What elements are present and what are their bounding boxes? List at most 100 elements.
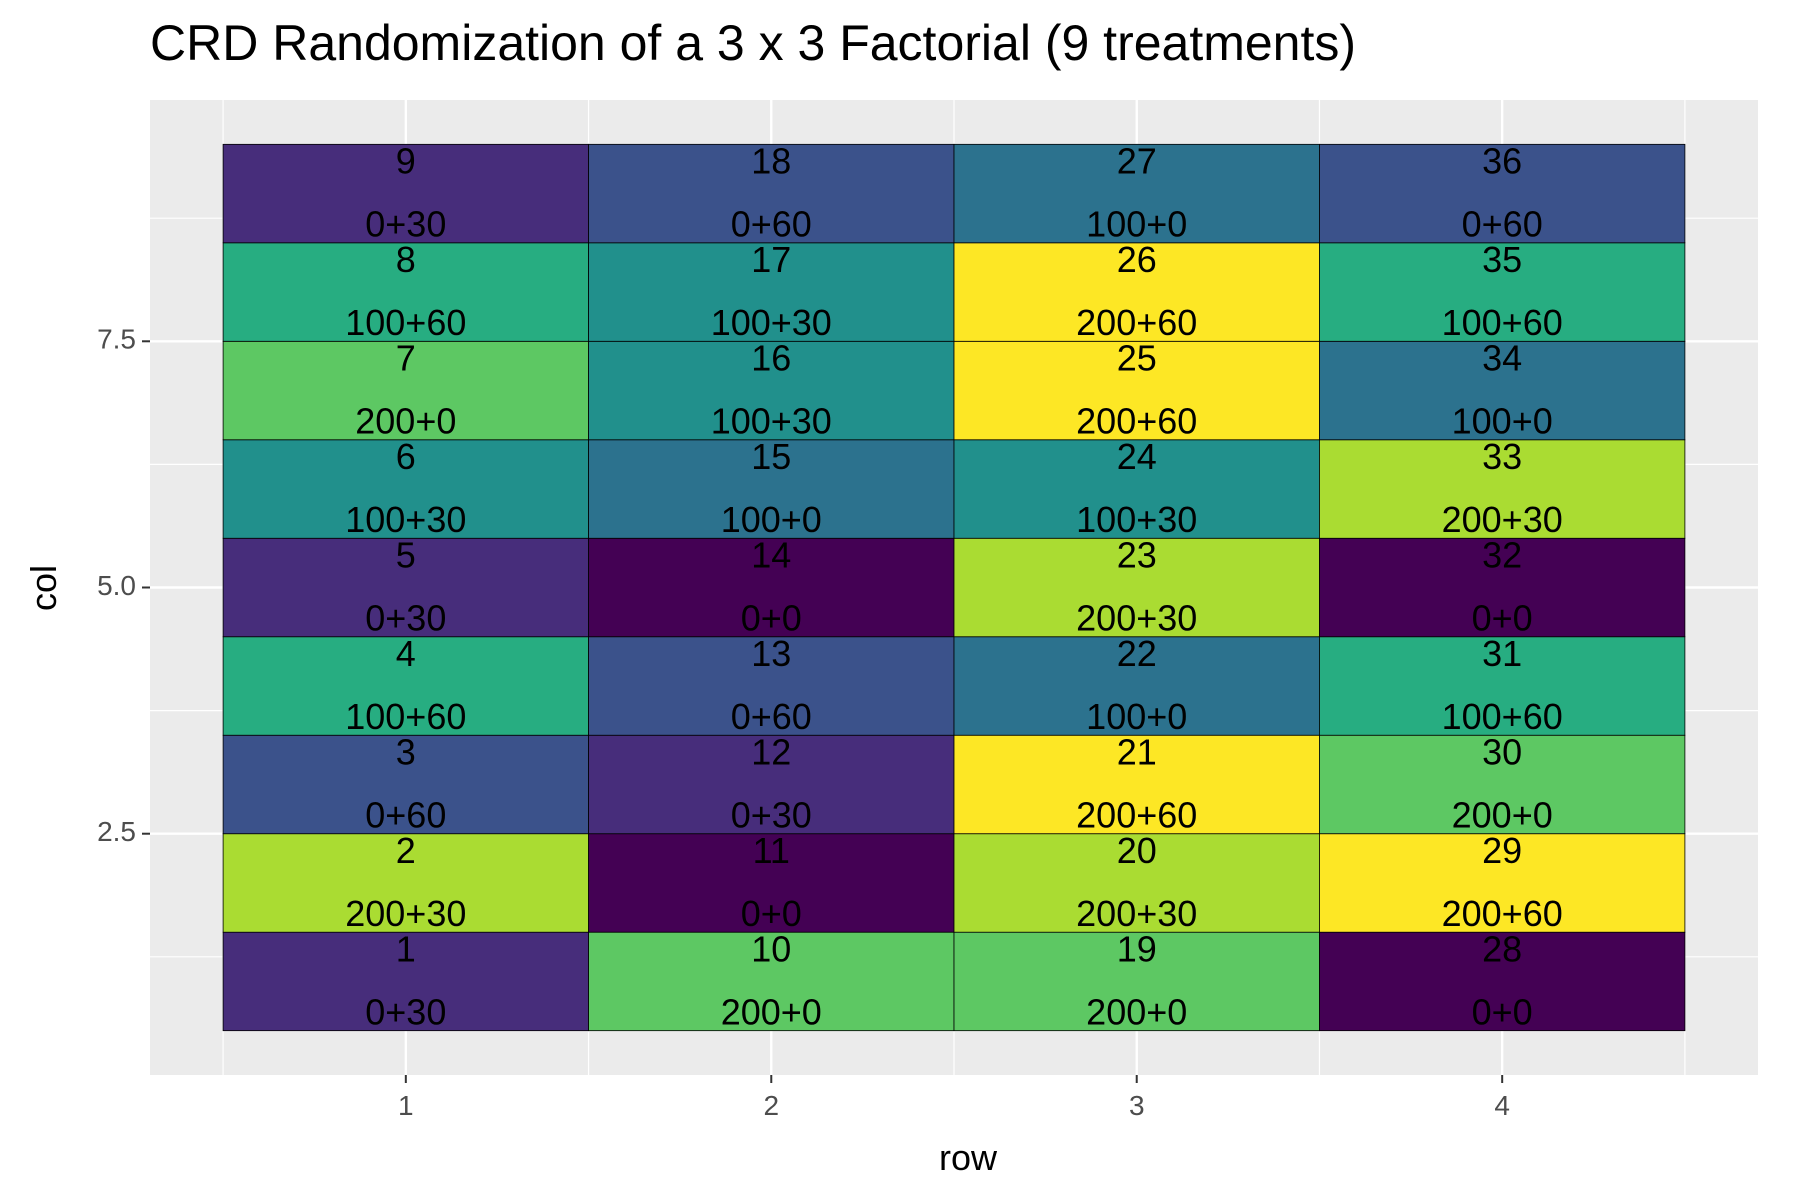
y-tick-label: 2.5 bbox=[97, 816, 136, 847]
tile-treatment-label: 200+60 bbox=[1442, 893, 1563, 934]
tile-treatment-label: 0+60 bbox=[365, 794, 446, 835]
tile bbox=[953, 242, 1320, 342]
tile-treatment-label: 0+30 bbox=[731, 794, 812, 835]
tile bbox=[222, 439, 589, 539]
tile-plot-label: 14 bbox=[751, 534, 791, 575]
tile bbox=[953, 143, 1320, 244]
tile bbox=[588, 833, 955, 933]
tile-treatment-label: 200+0 bbox=[1086, 991, 1187, 1032]
tile-plot-label: 26 bbox=[1117, 239, 1157, 280]
tile-plot-label: 27 bbox=[1117, 141, 1157, 182]
tile-treatment-label: 200+30 bbox=[1076, 598, 1197, 639]
tile-plot-label: 30 bbox=[1482, 731, 1522, 772]
tile bbox=[588, 931, 955, 1032]
tile bbox=[588, 636, 955, 736]
tile bbox=[953, 340, 1320, 441]
tile bbox=[953, 537, 1320, 638]
tile-plot-label: 10 bbox=[751, 928, 791, 969]
tile-treatment-label: 100+30 bbox=[711, 401, 832, 442]
tile bbox=[1319, 833, 1686, 933]
tile-treatment-label: 0+0 bbox=[741, 893, 802, 934]
tile bbox=[222, 833, 589, 933]
tile bbox=[1319, 537, 1686, 638]
tile bbox=[222, 537, 589, 638]
tiles bbox=[222, 143, 1686, 1032]
tile bbox=[222, 242, 589, 342]
y-tick-label: 7.5 bbox=[97, 324, 136, 355]
tile bbox=[588, 734, 955, 835]
tile-plot-label: 35 bbox=[1482, 239, 1522, 280]
tile-plot-label: 16 bbox=[751, 338, 791, 379]
tile-plot-label: 20 bbox=[1117, 830, 1157, 871]
tile bbox=[222, 340, 589, 441]
x-tick-label: 4 bbox=[1494, 1090, 1510, 1121]
tile-treatment-label: 200+30 bbox=[345, 893, 466, 934]
tile-plot-label: 33 bbox=[1482, 436, 1522, 477]
tile-plot-label: 17 bbox=[751, 239, 791, 280]
tile-treatment-label: 100+30 bbox=[345, 499, 466, 540]
y-axis-title: col bbox=[23, 565, 64, 611]
tile-treatment-label: 0+60 bbox=[1462, 204, 1543, 245]
tile bbox=[1319, 439, 1686, 539]
tile-plot-label: 9 bbox=[396, 141, 416, 182]
tile-treatment-label: 100+30 bbox=[1076, 499, 1197, 540]
tile bbox=[953, 636, 1320, 736]
tile bbox=[222, 734, 589, 835]
tile-plot-label: 11 bbox=[753, 830, 790, 871]
tile-treatment-label: 200+60 bbox=[1076, 794, 1197, 835]
tile-treatment-label: 100+0 bbox=[721, 499, 822, 540]
tile-plot-label: 6 bbox=[396, 436, 416, 477]
tile-treatment-label: 100+60 bbox=[1442, 302, 1563, 343]
tile-treatment-label: 0+30 bbox=[365, 991, 446, 1032]
tile-plot-label: 32 bbox=[1482, 534, 1522, 575]
tile bbox=[953, 833, 1320, 933]
chart-title: CRD Randomization of a 3 x 3 Factorial (… bbox=[150, 15, 1357, 71]
tile-plot-label: 25 bbox=[1117, 338, 1157, 379]
tile bbox=[588, 340, 955, 441]
tile-treatment-label: 0+30 bbox=[365, 204, 446, 245]
tile-plot-label: 36 bbox=[1482, 141, 1522, 182]
tile bbox=[588, 537, 955, 638]
tile-plot-label: 3 bbox=[396, 731, 416, 772]
tile-treatment-label: 200+0 bbox=[1452, 794, 1553, 835]
tile bbox=[1319, 734, 1686, 835]
y-tick-label: 5.0 bbox=[97, 570, 136, 601]
x-tick-label: 1 bbox=[398, 1090, 414, 1121]
tile-plot-label: 2 bbox=[396, 830, 416, 871]
tile bbox=[953, 931, 1320, 1032]
tile bbox=[222, 931, 589, 1032]
tile-treatment-label: 200+60 bbox=[1076, 302, 1197, 343]
tile-plot-label: 12 bbox=[751, 731, 791, 772]
tile-treatment-label: 200+30 bbox=[1076, 893, 1197, 934]
tile-plot-label: 8 bbox=[396, 239, 416, 280]
tile bbox=[588, 439, 955, 539]
tile bbox=[588, 143, 955, 244]
x-tick-label: 3 bbox=[1129, 1090, 1145, 1121]
tile-plot-label: 34 bbox=[1482, 338, 1522, 379]
tile-treatment-label: 100+0 bbox=[1086, 204, 1187, 245]
tile-plot-label: 15 bbox=[751, 436, 791, 477]
axes: 1 2 3 42.55.07.5 bbox=[97, 324, 1510, 1121]
tile bbox=[1319, 143, 1686, 244]
tile-treatment-label: 200+0 bbox=[721, 991, 822, 1032]
tile-treatment-label: 0+30 bbox=[365, 598, 446, 639]
tile-treatment-label: 100+60 bbox=[1442, 696, 1563, 737]
tile bbox=[1319, 636, 1686, 736]
tile bbox=[953, 734, 1320, 835]
tile-plot-label: 18 bbox=[751, 141, 791, 182]
tile bbox=[1319, 340, 1686, 441]
tile-plot-label: 7 bbox=[396, 338, 416, 379]
tile-plot-label: 22 bbox=[1117, 633, 1157, 674]
tile bbox=[953, 439, 1320, 539]
tile-plot-label: 24 bbox=[1117, 436, 1157, 477]
x-axis-title: row bbox=[939, 1137, 998, 1178]
tile-treatment-label: 0+60 bbox=[731, 696, 812, 737]
tile-treatment-label: 100+30 bbox=[711, 302, 832, 343]
tile-plot-label: 19 bbox=[1117, 928, 1157, 969]
tile bbox=[1319, 931, 1686, 1032]
tile-plot-label: 5 bbox=[396, 534, 416, 575]
tile-treatment-label: 0+0 bbox=[741, 598, 802, 639]
tile bbox=[1319, 242, 1686, 342]
tile-treatment-label: 0+60 bbox=[731, 204, 812, 245]
